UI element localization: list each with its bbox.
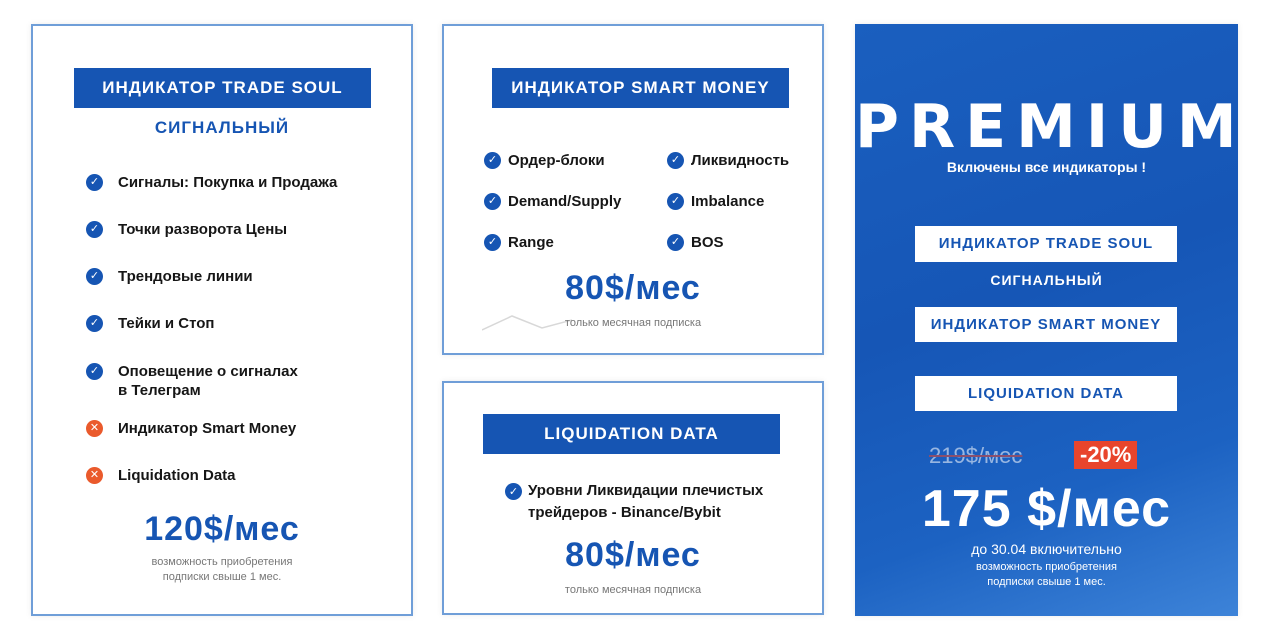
feature-label: Оповещение о сигналах в Телеграм xyxy=(118,362,298,400)
cross-icon: ✕ xyxy=(86,420,103,437)
trade-soul-plan-card: ИНДИКАТОР TRADE SOUL СИГНАЛЬНЫЙ ✓ Сигнал… xyxy=(31,24,413,616)
feature-label: BOS xyxy=(691,234,724,251)
feature-item: ✓ Тейки и Стоп xyxy=(86,314,214,333)
plan-note: возможность приобретения подписки свыше … xyxy=(33,555,411,585)
feature-label: Тейки и Стоп xyxy=(118,315,215,332)
check-icon: ✓ xyxy=(484,193,501,210)
plan-price: 80$/мес xyxy=(565,536,701,574)
included-indicator-badge: LIQUIDATION DATA xyxy=(915,376,1177,411)
check-icon: ✓ xyxy=(86,363,103,380)
check-icon: ✓ xyxy=(505,483,522,500)
check-icon: ✓ xyxy=(484,234,501,251)
included-indicator-badge: ИНДИКАТОР TRADE SOUL xyxy=(915,226,1177,262)
plan-subtitle: СИГНАЛЬНЫЙ xyxy=(154,118,290,137)
check-icon: ✓ xyxy=(86,268,103,285)
feature-label: Ликвидность xyxy=(691,152,790,169)
old-price: 219$/мес xyxy=(929,443,1023,468)
feature-item: ✓ Imbalance xyxy=(667,192,764,211)
feature-label: Ордер-блоки xyxy=(508,152,605,169)
feature-item: ✓ Ордер-блоки xyxy=(484,151,605,170)
plan-note: только месячная подписка xyxy=(564,317,702,329)
plan-price: 175 $/мес xyxy=(921,480,1172,538)
feature-item: ✓ Ликвидность xyxy=(667,151,789,170)
feature-label-line2: в Телеграм xyxy=(118,382,201,399)
feature-label: Уровни Ликвидации плечистых трейдеров - … xyxy=(528,480,763,524)
check-icon: ✓ xyxy=(667,234,684,251)
feature-label-line1: Уровни Ликвидации плечистых xyxy=(528,482,764,499)
discount-badge: -20% xyxy=(1074,441,1138,469)
feature-label: Сигналы: Покупка и Продажа xyxy=(118,174,338,191)
feature-item: ✕ Индикатор Smart Money xyxy=(86,419,296,438)
price-deadline: до 30.04 включительно xyxy=(971,541,1122,557)
included-indicator-subtitle: СИГНАЛЬНЫЙ xyxy=(990,272,1103,288)
plan-note: только месячная подписка xyxy=(564,584,702,596)
check-icon: ✓ xyxy=(86,174,103,191)
check-icon: ✓ xyxy=(86,315,103,332)
feature-label: Индикатор Smart Money xyxy=(118,420,297,437)
cross-icon: ✕ xyxy=(86,467,103,484)
plan-note: возможность приобретения подписки свыше … xyxy=(855,560,1238,590)
feature-label: Demand/Supply xyxy=(508,193,622,210)
check-icon: ✓ xyxy=(667,152,684,169)
note-line2: подписки свыше 1 мес. xyxy=(162,571,282,583)
feature-label-line1: Оповещение о сигналах xyxy=(118,363,298,380)
feature-item: ✓ Demand/Supply xyxy=(484,192,621,211)
premium-subtitle: Включены все индикаторы ! xyxy=(946,159,1147,175)
decorative-wave xyxy=(482,315,572,331)
included-indicator-badge: ИНДИКАТОР SMART MONEY xyxy=(915,307,1177,342)
feature-label: Range xyxy=(508,234,554,251)
feature-item: ✓ Трендовые линии xyxy=(86,267,253,286)
feature-item: ✕ Liquidation Data xyxy=(86,466,236,485)
plan-title: ИНДИКАТОР SMART MONEY xyxy=(492,68,789,108)
premium-title: PREMIUM xyxy=(855,92,1247,162)
feature-item: ✓ Уровни Ликвидации плечистых трейдеров … xyxy=(505,480,763,524)
smart-money-plan-card: ИНДИКАТОР SMART MONEY ✓ Ордер-блоки ✓ De… xyxy=(442,24,824,355)
feature-item: ✓ BOS xyxy=(667,233,724,252)
feature-label: Imbalance xyxy=(691,193,765,210)
plan-price: 120$/мес xyxy=(144,510,300,548)
note-line1: возможность приобретения xyxy=(976,561,1117,573)
feature-label: Точки разворота Цены xyxy=(118,221,288,238)
plan-title: ИНДИКАТОР TRADE SOUL xyxy=(74,68,371,108)
plan-title: LIQUIDATION DATA xyxy=(483,414,780,454)
note-line2: подписки свыше 1 мес. xyxy=(987,576,1106,588)
check-icon: ✓ xyxy=(484,152,501,169)
feature-label-line2: трейдеров - Binance/Bybit xyxy=(528,504,721,521)
note-line1: возможность приобретения xyxy=(151,556,293,568)
feature-item: ✓ Оповещение о сигналах в Телеграм xyxy=(86,362,298,400)
feature-item: ✓ Range xyxy=(484,233,554,252)
premium-plan-card: PREMIUM Включены все индикаторы ! ИНДИКА… xyxy=(855,24,1238,616)
check-icon: ✓ xyxy=(86,221,103,238)
feature-item: ✓ Точки разворота Цены xyxy=(86,220,287,239)
feature-label: Liquidation Data xyxy=(118,467,236,484)
check-icon: ✓ xyxy=(667,193,684,210)
feature-item: ✓ Сигналы: Покупка и Продажа xyxy=(86,173,337,192)
plan-price: 80$/мес xyxy=(565,269,701,307)
liquidation-data-plan-card: LIQUIDATION DATA ✓ Уровни Ликвидации пле… xyxy=(442,381,824,615)
feature-label: Трендовые линии xyxy=(118,268,253,285)
